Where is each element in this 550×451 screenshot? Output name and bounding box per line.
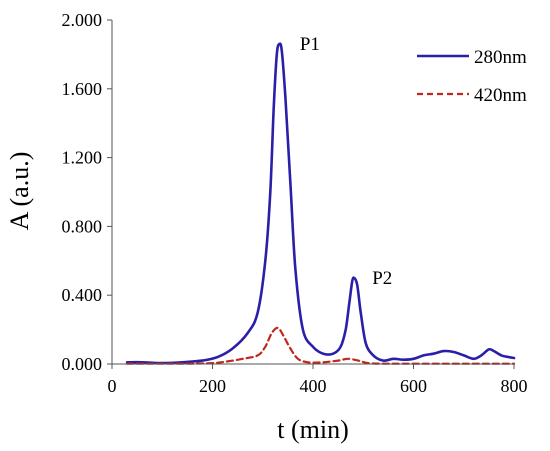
legend-label-280nm: 280nm [474,47,527,68]
x-tick-label: 200 [199,376,226,396]
x-axis-label: t (min) [277,415,349,444]
series-line-420nm [126,326,516,365]
plot-area: 0 200 400 600 800 0.000 0.400 0.800 1.200 1.600 2… [62,10,528,396]
series-layer [125,42,516,365]
legend: 280nm 420nm [417,47,527,106]
y-tick-label: 2.000 [62,10,103,30]
x-axis-ticks: 0 200 400 600 800 [108,364,528,396]
peak-label-p1: P1 [300,34,320,55]
y-tick-label: 0.800 [62,216,103,236]
x-tick-label: 400 [300,376,327,396]
y-tick-label: 0.400 [62,285,103,305]
peak-annotations: P1 P2 [300,34,392,289]
series-line-280nm [125,42,516,365]
peak-label-p2: P2 [372,268,392,289]
y-tick-label: 1.200 [62,148,103,168]
x-tick-label: 600 [400,376,427,396]
legend-label-420nm: 420nm [474,85,527,106]
y-tick-label: 0.000 [62,354,103,374]
y-axis-ticks: 0.000 0.400 0.800 1.200 1.600 2.000 [62,10,112,374]
x-tick-label: 800 [501,376,528,396]
y-tick-label: 1.600 [62,79,103,99]
y-axis-label: A (a.u.) [5,152,34,231]
x-tick-label: 0 [108,376,117,396]
